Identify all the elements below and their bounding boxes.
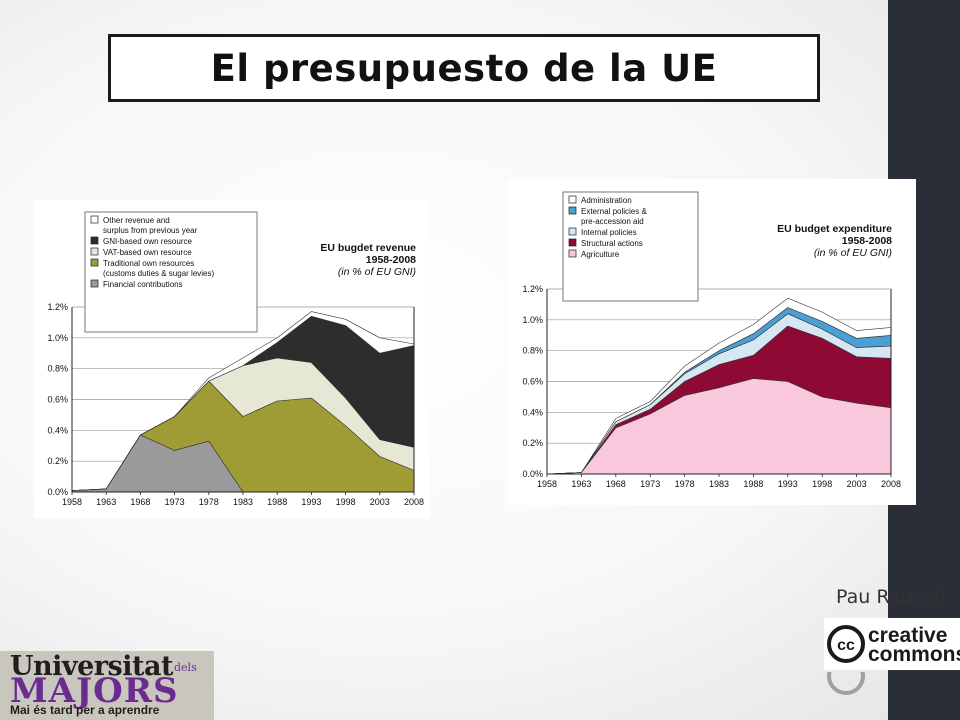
y-tick-label: 0.6%: [47, 395, 68, 405]
legend-label-structural: Structural actions: [581, 239, 643, 248]
y-tick-label: 0.8%: [522, 346, 543, 356]
y-tick-label: 1.2%: [47, 302, 68, 312]
x-tick-label: 1963: [96, 497, 116, 507]
chart-unit-note: (in % of EU GNI): [338, 266, 416, 278]
chart-unit-note: (in % of EU GNI): [814, 247, 892, 259]
legend-label-traditional: Traditional own resources: [103, 259, 194, 268]
x-tick-label: 1963: [571, 479, 591, 489]
chart-title: EU budget expenditure: [777, 223, 892, 235]
y-tick-label: 0.6%: [522, 377, 543, 387]
university-logo[interactable]: Universitat dels MAJORS Mai és tard per …: [0, 651, 214, 720]
x-tick-label: 1988: [267, 497, 287, 507]
y-tick-label: 0.4%: [47, 425, 68, 435]
legend-swatch-external: [568, 206, 577, 215]
x-tick-label: 2003: [370, 497, 390, 507]
y-tick-label: 0.0%: [522, 469, 543, 479]
x-tick-label: 1958: [537, 479, 557, 489]
legend-swatch-agriculture: [568, 249, 577, 258]
chart-subtitle: 1958-2008: [842, 235, 892, 247]
x-tick-label: 2008: [881, 479, 901, 489]
legend-swatch-financial: [90, 279, 99, 288]
y-tick-label: 1.2%: [522, 284, 543, 294]
y-tick-label: 0.8%: [47, 364, 68, 374]
legend-box: [562, 191, 699, 302]
x-tick-label: 1973: [165, 497, 185, 507]
x-tick-label: 1978: [675, 479, 695, 489]
creative-commons-reflection: commons: [824, 672, 960, 702]
y-tick-label: 1.0%: [47, 333, 68, 343]
legend-label-other-line2: surplus from previous year: [103, 226, 198, 235]
x-tick-label: 1988: [743, 479, 763, 489]
x-tick-label: 1978: [199, 497, 219, 507]
legend-label-agriculture: Agriculture: [581, 250, 620, 259]
legend-label-other: Other revenue and: [103, 216, 170, 225]
legend-label-external-line2: pre-accession aid: [581, 217, 644, 226]
legend-label-gni: GNI-based own resource: [103, 237, 192, 246]
legend-swatch-internal: [568, 227, 577, 236]
legend-label-internal: Internal policies: [581, 228, 637, 237]
x-tick-label: 2008: [404, 497, 424, 507]
y-tick-label: 0.2%: [522, 438, 543, 448]
legend-label-vat: VAT-based own resource: [103, 248, 192, 257]
y-tick-label: 1.0%: [522, 315, 543, 325]
logo-majors: MAJORS: [10, 671, 179, 711]
cc-circle-icon: [827, 625, 865, 663]
legend-label-administration: Administration: [581, 196, 632, 205]
legend-swatch-gni: [90, 236, 99, 245]
expenditure-chart: 0.0% 0.2% 0.4% 0.6% 0.8% 1.0% 1.2% 1958 1963 1968…: [508, 179, 916, 505]
x-tick-label: 1998: [336, 497, 356, 507]
slide-title-box: El presupuesto de la UE: [108, 34, 820, 102]
cc-mark-text: cc: [837, 637, 855, 654]
y-tick-label: 0.0%: [47, 487, 68, 497]
logo-tagline: Mai és tard per a aprendre: [10, 703, 160, 717]
legend-label-traditional-line2: (customs duties & sugar levies): [103, 269, 214, 278]
legend-box: [84, 211, 258, 333]
x-tick-label: 2003: [847, 479, 867, 489]
logo-universitat: Universitat: [10, 651, 173, 682]
x-tick-label: 1993: [778, 479, 798, 489]
cc-reflection-text: commons: [868, 672, 960, 677]
legend-label-financial: Financial contributions: [103, 280, 183, 289]
logo-dels: dels: [174, 661, 197, 674]
legend: Administration External policies &pre-acc…: [562, 191, 699, 302]
author-name: Pau Rausell: [836, 586, 945, 608]
cc-text-creative: creative: [868, 624, 947, 647]
x-tick-label: 1998: [812, 479, 832, 489]
x-tick-label: 1983: [709, 479, 729, 489]
chart-subtitle: 1958-2008: [366, 254, 416, 266]
y-tick-label: 0.4%: [522, 407, 543, 417]
y-tick-label: 0.2%: [47, 456, 68, 466]
revenue-chart: 0.0% 0.2% 0.4% 0.6% 0.8% 1.0% 1.2% 1958 1963 1968…: [34, 200, 430, 518]
chart-title: EU bugdet revenue: [320, 242, 416, 254]
legend-swatch-structural: [568, 238, 577, 247]
x-tick-label: 1958: [62, 497, 82, 507]
legend-swatch-traditional: [90, 258, 99, 267]
cc-text-commons: commons: [868, 643, 960, 666]
x-tick-label: 1993: [301, 497, 321, 507]
legend-label-external: External policies &: [581, 207, 647, 216]
legend-swatch-vat: [90, 247, 99, 256]
x-tick-label: 1983: [233, 497, 253, 507]
creative-commons-logo[interactable]: cc creative commons: [824, 618, 960, 670]
legend-swatch-other: [90, 215, 99, 224]
x-tick-label: 1973: [640, 479, 660, 489]
legend-swatch-administration: [568, 195, 577, 204]
slide-title: El presupuesto de la UE: [210, 46, 718, 90]
x-tick-label: 1968: [606, 479, 626, 489]
x-tick-label: 1968: [130, 497, 150, 507]
